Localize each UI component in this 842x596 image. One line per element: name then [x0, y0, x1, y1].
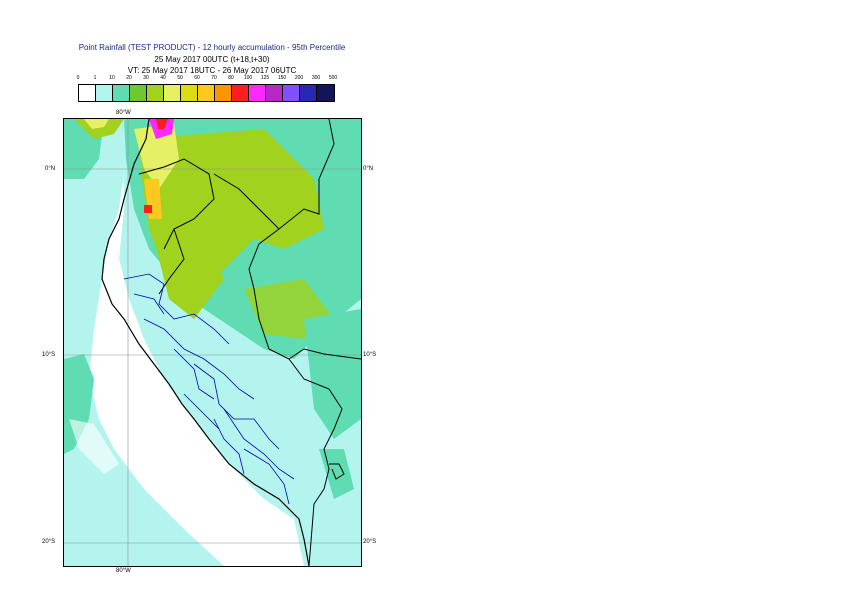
- legend-swatch: [130, 85, 147, 101]
- legend-swatch: [283, 85, 300, 101]
- lat-label-right-20: 20°S: [363, 539, 377, 545]
- legend-threshold-label: 30: [143, 75, 149, 81]
- lat-label-left-10: 10°S: [42, 352, 56, 358]
- lon-label-top: 80°W: [116, 110, 131, 116]
- rainfall-map[interactable]: [63, 118, 362, 567]
- legend-threshold-label: 1: [93, 75, 97, 81]
- color-legend: [78, 84, 335, 102]
- lat-label-right-0: 0°N: [363, 166, 374, 172]
- legend-threshold-label: 125: [260, 75, 270, 81]
- legend-swatch: [198, 85, 215, 101]
- legend-swatch: [96, 85, 113, 101]
- legend-threshold-label: 80: [228, 75, 234, 81]
- legend-swatch: [300, 85, 317, 101]
- legend-swatch: [232, 85, 249, 101]
- legend-swatch: [266, 85, 283, 101]
- base-time: 25 May 2017 00UTC (t+18,t+30): [154, 55, 270, 64]
- legend-swatch: [79, 85, 96, 101]
- country-borders: [138, 119, 361, 566]
- legend-threshold-label: 500: [328, 75, 338, 81]
- regional-boundaries: [123, 273, 295, 505]
- graticule: [64, 119, 361, 566]
- legend-threshold-label: 200: [294, 75, 304, 81]
- land-rain-field: [119, 119, 361, 566]
- legend-swatch: [215, 85, 232, 101]
- legend-swatch: [113, 85, 130, 101]
- legend-threshold-label: 150: [277, 75, 287, 81]
- legend-threshold-label: 20: [126, 75, 132, 81]
- lat-label-right-10: 10°S: [363, 352, 377, 358]
- legend-threshold-label: 0: [76, 75, 80, 81]
- legend-threshold-label: 100: [243, 75, 253, 81]
- map-title: Point Rainfall (TEST PRODUCT) - 12 hourl…: [78, 43, 346, 52]
- legend-threshold-label: 10: [109, 75, 115, 81]
- legend-threshold-label: 50: [177, 75, 183, 81]
- legend-swatch: [147, 85, 164, 101]
- lat-label-left-20: 20°S: [42, 539, 56, 545]
- ocean-rain-field: [64, 119, 224, 566]
- coastline: [101, 119, 310, 566]
- legend-swatch: [249, 85, 266, 101]
- legend-threshold-label: 70: [211, 75, 217, 81]
- legend-threshold-labels: 0 1 10 20 30 40 50 60 70 80 100 125 150 200 300 500: [70, 75, 360, 84]
- legend-swatch: [317, 85, 334, 101]
- legend-swatch: [164, 85, 181, 101]
- map-canvas: [64, 119, 361, 566]
- valid-time: VT: 25 May 2017 18UTC - 26 May 2017 06UT…: [127, 66, 297, 75]
- legend-threshold-label: 300: [311, 75, 321, 81]
- lon-label-bottom: 80°W: [116, 568, 131, 574]
- legend-swatch: [181, 85, 198, 101]
- legend-threshold-label: 40: [160, 75, 166, 81]
- lat-label-left-0: 0°N: [45, 166, 56, 172]
- legend-threshold-label: 60: [194, 75, 200, 81]
